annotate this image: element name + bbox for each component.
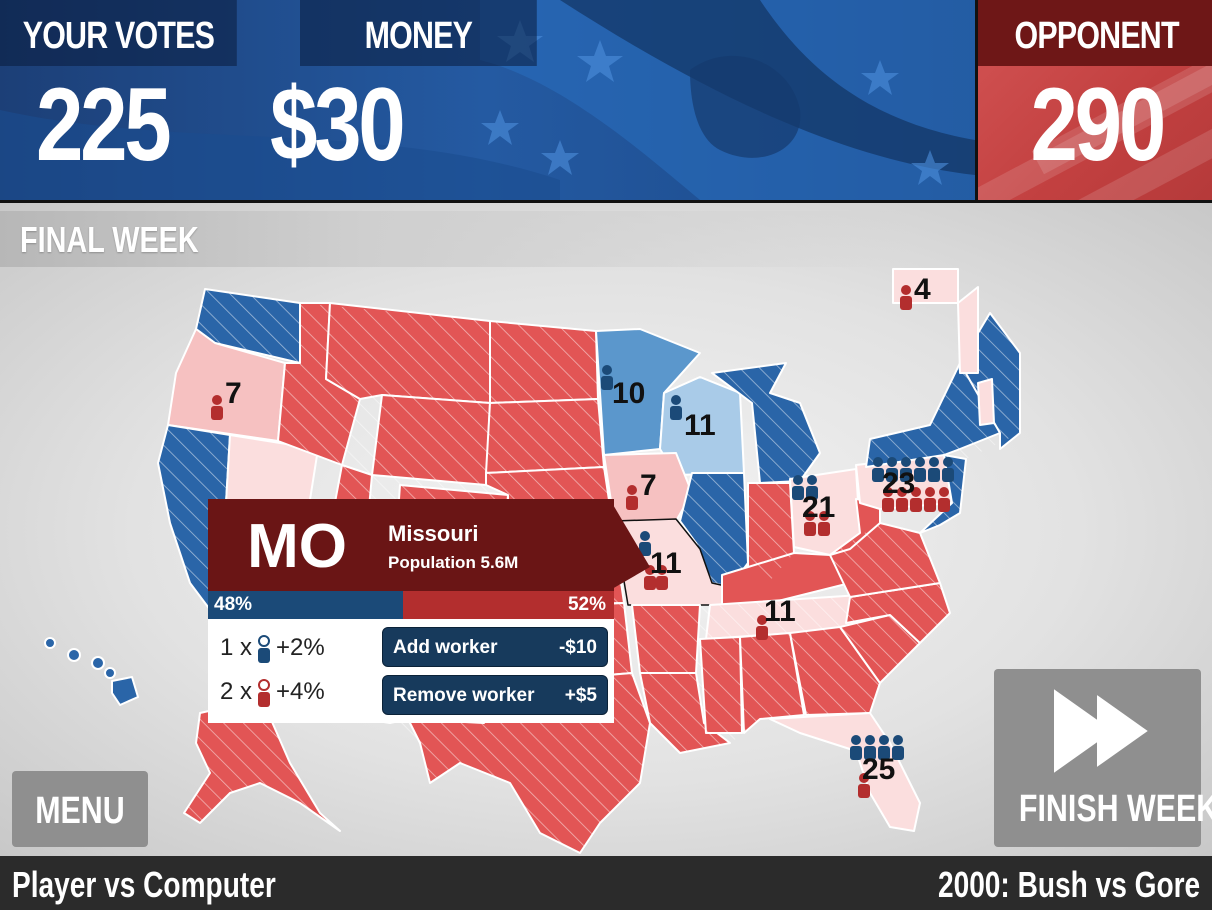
svg-text:11: 11 xyxy=(650,547,682,580)
state-label-pa: 23 xyxy=(872,457,954,512)
opponent-label: OPPONENT xyxy=(978,0,1212,66)
state-label-wi: 11 xyxy=(670,395,716,442)
add-worker-button[interactable]: Add worker -$10 xyxy=(382,627,608,667)
blue-worker-icon xyxy=(258,634,271,663)
state-fl[interactable] xyxy=(769,712,921,832)
opponent-votes-value: 290 xyxy=(1030,67,1166,183)
popup-population: Population 5.6M xyxy=(388,553,519,572)
popup-red-worker-count: 2 x xyxy=(220,678,253,705)
state-label-fl: 25 xyxy=(850,735,904,798)
popup-red-pct: 52% xyxy=(567,594,606,615)
state-label-ia: 7 xyxy=(626,469,657,510)
add-worker-cost: -$10 xyxy=(558,637,597,658)
add-worker-label: Add worker xyxy=(393,637,498,658)
state-label-ak: 4 xyxy=(900,273,931,310)
finish-week-button[interactable]: FINISH WEEK xyxy=(994,669,1212,847)
remove-worker-button[interactable]: Remove worker +$5 xyxy=(382,675,608,715)
state-hi[interactable] xyxy=(44,637,139,706)
week-label: FINAL WEEK xyxy=(20,219,199,260)
state-label-mn: 10 xyxy=(601,365,645,410)
popup-state-name: Missouri xyxy=(388,521,479,546)
state-label-tn: 11 xyxy=(756,595,796,640)
svg-text:23: 23 xyxy=(882,467,915,500)
game-mode-label: Player vs Computer xyxy=(12,864,276,905)
popup-blue-worker-effect: +2% xyxy=(276,634,325,661)
your-votes-value: 225 xyxy=(36,67,172,183)
popup-blue-pct: 48% xyxy=(214,594,253,615)
red-worker-icon xyxy=(258,678,271,707)
svg-text:11: 11 xyxy=(764,595,796,628)
popup-pointer xyxy=(612,503,650,589)
svg-text:7: 7 xyxy=(225,377,242,410)
your-votes-label: YOUR VOTES xyxy=(0,0,237,66)
flag-decoration xyxy=(0,0,975,200)
fast-forward-icon xyxy=(1054,689,1148,773)
money-label: MONEY xyxy=(300,0,537,66)
state-label-mo: 11 xyxy=(639,531,682,590)
popup-blue-share-fill xyxy=(208,591,403,619)
remove-worker-label: Remove worker xyxy=(393,685,535,706)
money-value: $30 xyxy=(270,67,406,183)
svg-text:4: 4 xyxy=(914,273,931,306)
state-ak-box[interactable] xyxy=(892,268,979,374)
menu-button[interactable]: MENU xyxy=(12,771,148,847)
popup-blue-worker-count: 1 x xyxy=(220,634,253,661)
remove-worker-cost: +$5 xyxy=(564,685,597,706)
svg-text:25: 25 xyxy=(862,753,895,786)
popup-red-worker-row: 2 x +4% xyxy=(220,675,325,709)
state-info-popup: MO Missouri Population 5.6M 48% 52% 1 x +… xyxy=(208,499,614,723)
svg-text:7: 7 xyxy=(640,469,657,502)
state-nh[interactable] xyxy=(977,378,995,426)
svg-text:10: 10 xyxy=(612,377,645,410)
popup-body: 1 x +2% 2 x +4% Add worker -$10 Remove wor… xyxy=(208,619,614,723)
popup-header: MO Missouri Population 5.6M xyxy=(208,499,614,591)
footer-bar: Player vs Computer 2000: Bush vs Gore xyxy=(0,856,1212,910)
week-bar: FINAL WEEK xyxy=(0,211,1212,267)
svg-text:21: 21 xyxy=(802,491,835,524)
popup-vote-share-bar: 48% 52% xyxy=(208,591,614,619)
popup-red-worker-effect: +4% xyxy=(276,678,325,705)
state-label-oh: 21 xyxy=(792,475,835,536)
opponent-panel: OPPONENT 290 xyxy=(975,0,1212,200)
finish-week-label: FINISH WEEK xyxy=(1018,788,1212,830)
scenario-label: 2000: Bush vs Gore xyxy=(937,864,1200,905)
popup-blue-worker-row: 1 x +2% xyxy=(220,631,325,665)
svg-text:11: 11 xyxy=(684,409,716,442)
state-label-or: 7 xyxy=(211,377,242,420)
popup-state-abbr: MO xyxy=(247,512,347,581)
menu-label: MENU xyxy=(35,790,125,832)
game-stage: FINAL WEEK xyxy=(0,200,1212,856)
